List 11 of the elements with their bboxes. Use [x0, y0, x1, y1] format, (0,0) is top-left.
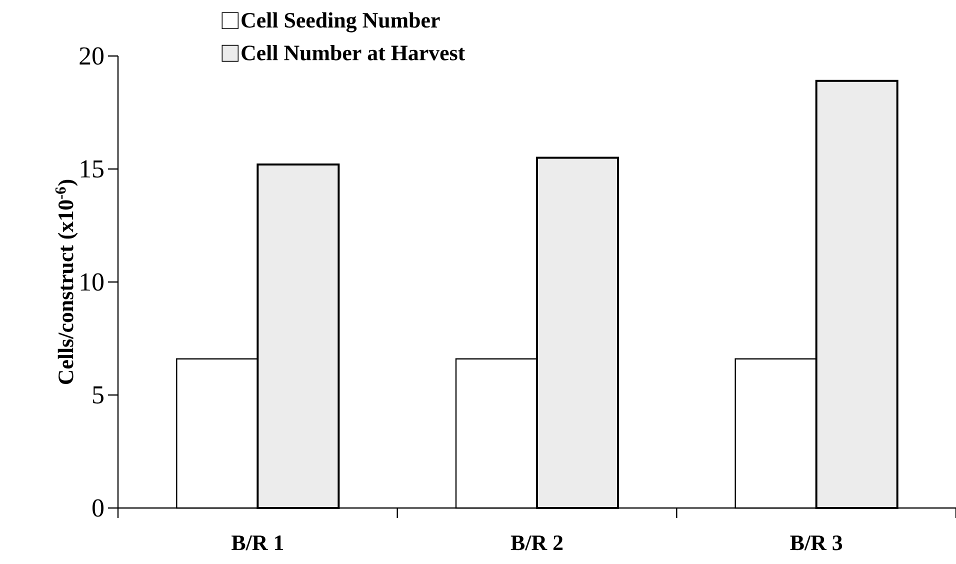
x-tick-label: B/R 2 — [510, 536, 563, 550]
x-tick-label: B/R 3 — [790, 536, 842, 550]
y-tick-label: 20 — [80, 47, 104, 65]
y-tick-label: 10 — [80, 273, 104, 291]
legend-label: Cell Seeding Number — [242, 12, 440, 32]
y-axis-title: Cells/construct (x10$^{-6}$) — [55, 180, 78, 384]
legend-label: Cell Number at Harvest — [242, 44, 466, 60]
y-tick-label: 5 — [93, 386, 104, 404]
y-tick-label: 15 — [80, 160, 104, 178]
y-tick-label: 0 — [92, 499, 104, 517]
x-tick-label: B/R 1 — [232, 536, 284, 550]
